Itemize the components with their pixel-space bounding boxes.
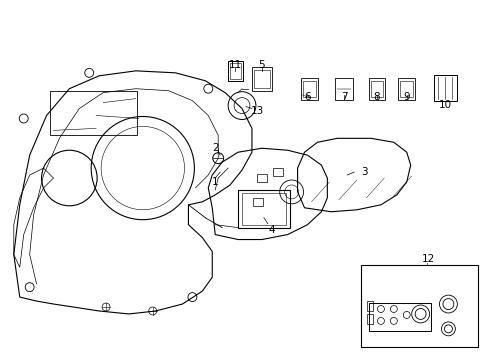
Bar <box>433 75 456 100</box>
Bar <box>251 67 271 91</box>
Bar <box>300 78 318 100</box>
Text: 2: 2 <box>211 143 218 153</box>
Bar <box>49 91 137 135</box>
Text: 5: 5 <box>258 60 264 70</box>
Text: 12: 12 <box>421 255 434 264</box>
Text: 1: 1 <box>211 177 218 187</box>
Text: 11: 11 <box>228 60 241 70</box>
Bar <box>238 190 289 228</box>
Text: 9: 9 <box>403 92 409 102</box>
Bar <box>302 81 316 96</box>
Text: 4: 4 <box>268 225 275 235</box>
Text: 6: 6 <box>304 92 310 102</box>
Text: 10: 10 <box>438 100 451 109</box>
Text: 8: 8 <box>373 92 380 102</box>
Bar <box>242 193 285 225</box>
Bar <box>366 314 372 324</box>
Bar <box>370 81 383 96</box>
Bar <box>230 63 241 79</box>
Bar <box>400 81 412 96</box>
Bar <box>272 168 282 176</box>
Bar <box>368 78 385 100</box>
Text: 7: 7 <box>340 92 347 102</box>
Text: 3: 3 <box>360 167 366 177</box>
Bar <box>253 70 269 88</box>
Bar <box>398 78 414 100</box>
Bar <box>360 265 477 347</box>
Text: 13: 13 <box>251 105 264 116</box>
Bar <box>335 78 352 100</box>
Bar <box>368 303 429 331</box>
Bar <box>228 61 243 81</box>
Bar <box>256 174 266 182</box>
Bar <box>366 301 372 311</box>
Bar <box>252 198 263 206</box>
